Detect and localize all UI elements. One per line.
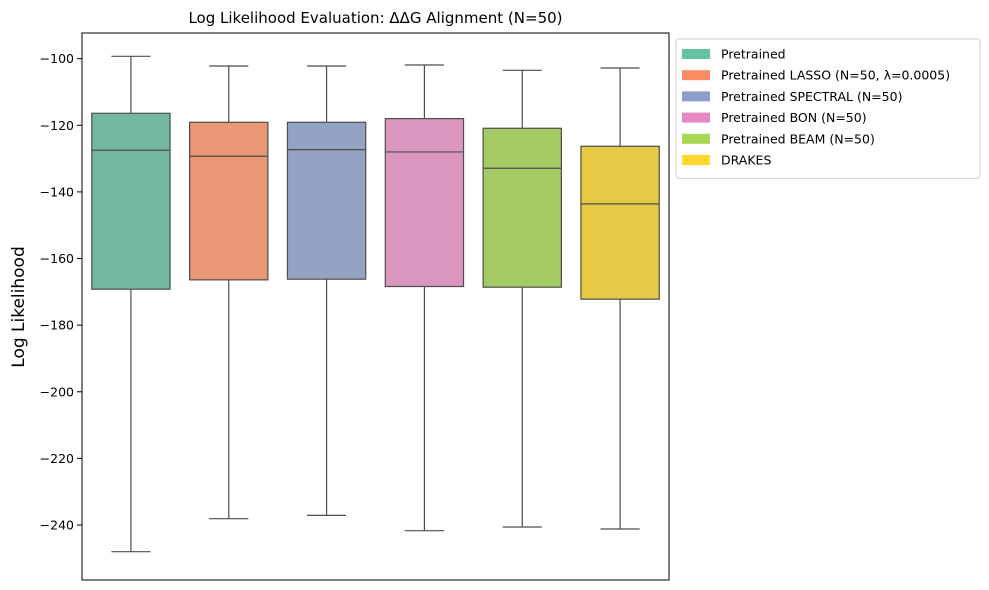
y-tick-label: −200: [40, 384, 74, 399]
legend: Pretrained Pretrained LASSO (N=50, λ=0.00…: [675, 38, 981, 179]
box-iqr: [580, 145, 660, 300]
box-iqr: [482, 127, 562, 288]
legend-swatch: [682, 70, 710, 81]
y-tick-label: −120: [40, 118, 74, 133]
legend-swatch: [682, 155, 710, 165]
legend-label: Pretrained SPECTRAL (N=50): [721, 89, 902, 104]
plot-frame: [81, 32, 670, 581]
legend-swatch: [682, 112, 710, 123]
y-tick-label: −240: [40, 518, 74, 533]
box-3: [286, 65, 367, 516]
chart-title: Log Likelihood Evaluation: ΔΔG Alignment…: [188, 9, 562, 27]
box-iqr: [91, 112, 171, 290]
box-5: [482, 69, 562, 528]
box-iqr: [384, 118, 465, 288]
box-iqr: [189, 121, 269, 281]
legend-label: Pretrained BON (N=50): [721, 110, 867, 125]
legend-label: Pretrained: [721, 47, 786, 62]
box-6: [580, 67, 660, 530]
legend-label: Pretrained BEAM (N=50): [721, 131, 875, 146]
y-tick-label: −100: [40, 51, 74, 66]
box-2: [189, 65, 269, 520]
box-1: [91, 55, 171, 553]
legend-swatch: [682, 49, 710, 59]
legend-label: Pretrained LASSO (N=50, λ=0.0005): [721, 68, 950, 83]
y-tick-label: −140: [40, 184, 74, 199]
y-axis-label: Log Likelihood: [9, 246, 29, 367]
legend-swatch: [682, 91, 710, 102]
y-tick-label: −220: [40, 451, 74, 466]
box-iqr: [286, 121, 367, 280]
boxes-group: [91, 55, 660, 553]
legend-swatch: [682, 133, 710, 144]
legend-label: DRAKES: [721, 153, 771, 168]
y-tick-label: −160: [40, 251, 74, 266]
y-axis: −100 −120 −140 −160 −180 −200 −220 −240: [40, 51, 82, 533]
y-tick-label: −180: [40, 318, 74, 333]
box-4: [384, 64, 465, 532]
legend-frame: [675, 38, 981, 179]
